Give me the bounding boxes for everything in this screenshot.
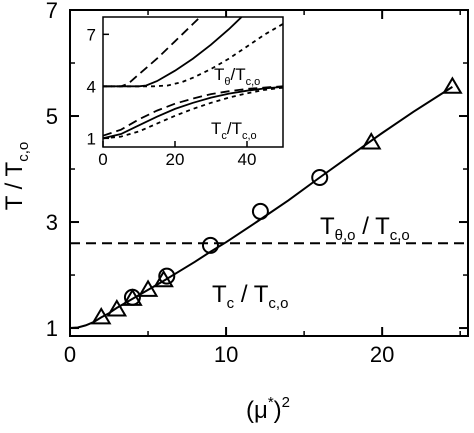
annotation-tc-sub2: c,o [268,295,288,312]
inset-annotation-tc: Tc/Tc,o [211,119,257,142]
triangle-marker [360,132,382,150]
x-tick-label: 10 [214,342,238,367]
circle-marker [251,202,269,220]
annotation-tc-t: T [212,281,227,308]
inset-x-tick-label: 0 [98,150,107,169]
inset-curve-short-dash [103,23,284,88]
inset-annotation-tc-t: T [211,119,221,138]
inset-y-tick-label: 1 [87,129,96,148]
inset-ticks: 0 20 40 1 4 7 [87,25,257,169]
inset-y-tick-label: 4 [87,77,96,96]
triangle-marker [122,288,143,306]
y-tick-label: 1 [46,316,58,341]
inset-annotation-theta-t: T [214,65,224,84]
annotation-theta: Tθ,o / Tc,o [320,213,410,244]
inset-data [102,16,284,140]
inset-x-tick-label: 20 [166,150,185,169]
triangle-marker [153,269,174,288]
inset-x-tick-label: 40 [238,150,257,169]
inset-curve-long-dash [102,85,284,137]
annotation-tc: Tc / Tc,o [212,281,288,312]
x-axis-label-mid: ) [274,397,282,424]
triangle-marker [90,306,112,325]
inset-annotation-theta: Tθ/Tc,o [214,65,260,88]
inset-curve-solid [102,86,284,140]
annotation-tc-sub1: c [227,295,235,312]
y-tick-label: 3 [46,210,58,235]
circle-marker [158,267,176,285]
triangle-marker [137,279,159,297]
triangle-marker [442,76,463,94]
circle-marker [201,236,219,254]
y-axis-label: T / Tc,o [1,142,32,210]
triangle-marker [106,299,128,317]
y-axis-label-sub: c,o [15,142,32,162]
main-data [69,76,468,329]
inset-annotation-theta-div: /T [231,65,246,84]
annotation-theta-t: T [320,213,335,240]
inset-annotation-theta-sub2: c,o [246,76,261,88]
annotation-theta-div: / T [356,213,391,240]
inset-annotation-tc-sub1: c [221,130,227,142]
x-axis-label: (μ*)2 [246,394,290,424]
inset-annotation-theta-sub1: θ [224,76,230,88]
x-axis-label-sup1: * [268,394,274,411]
inset-curve-solid [103,16,243,88]
inset-y-tick-label: 7 [87,25,96,44]
circle-marker [311,169,329,187]
x-tick-label: 20 [370,342,394,367]
annotation-theta-sub2: c,o [390,227,410,244]
x-axis-label-sup2: 2 [282,394,290,411]
main-plot-frame [69,9,469,337]
y-axis-label-base: T / T [1,161,28,210]
y-tick-label: 7 [46,0,58,23]
annotation-theta-sub1: θ,o [335,227,356,244]
inset-frame [102,16,284,148]
inset-annotation-tc-sub2: c,o [242,130,257,142]
annotation-tc-div: / T [234,281,269,308]
tc-solid-line [69,86,453,329]
x-tick-label: 0 [64,342,76,367]
y-tick-label: 5 [46,104,58,129]
inset-annotation-tc-div: /T [227,119,242,138]
x-axis-label-base: (μ [246,397,268,424]
